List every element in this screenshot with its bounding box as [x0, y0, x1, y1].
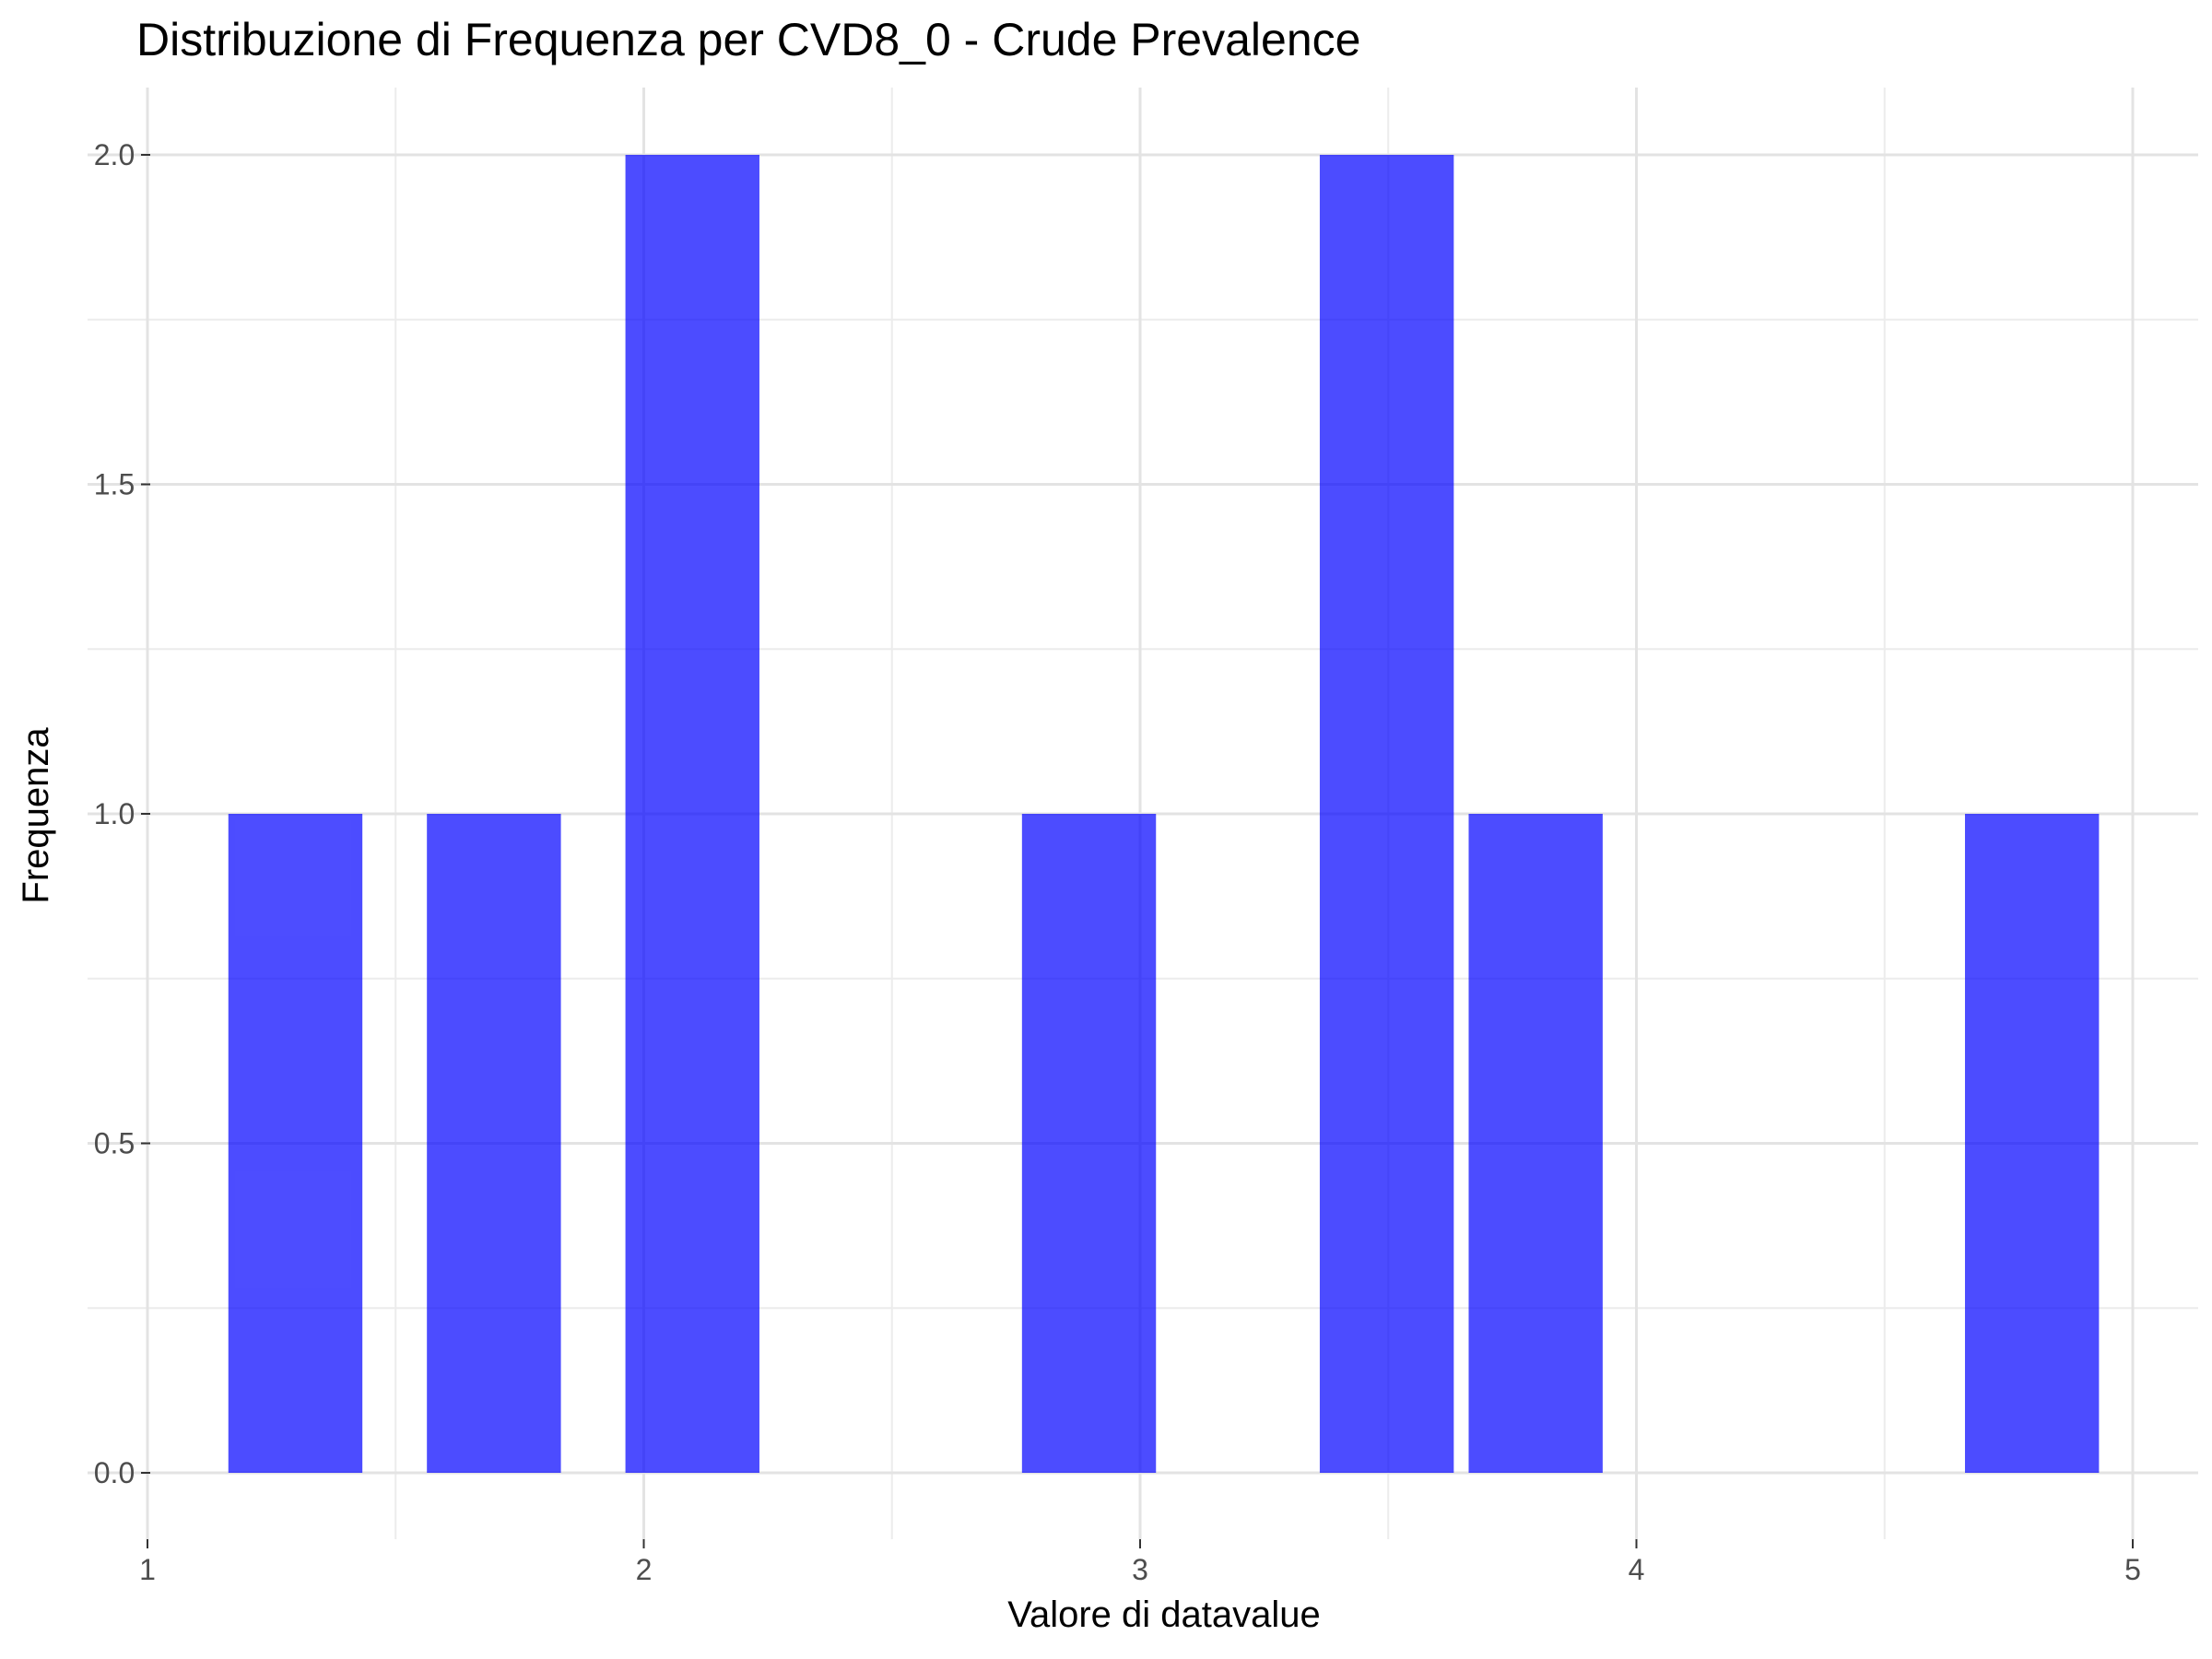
y-axis-title: Frequenza	[16, 727, 56, 904]
histogram-bar	[1468, 814, 1603, 1473]
histogram-bar	[625, 155, 759, 1473]
y-tick-label: 1.5	[94, 468, 135, 501]
histogram-bars	[228, 155, 2100, 1473]
x-tick-label: 1	[139, 1553, 156, 1586]
y-tick-label: 0.5	[94, 1127, 135, 1160]
y-tick-label: 1.0	[94, 797, 135, 830]
x-tick-label: 2	[636, 1553, 653, 1586]
histogram-bar	[228, 814, 363, 1473]
histogram-bar	[1964, 814, 2100, 1473]
x-tick-label: 5	[2124, 1553, 2141, 1586]
axis-ticks: 1 2 3 4 5 0.0 0.5 1.0 1.5 2.0	[94, 138, 2141, 1586]
y-tick-label: 0.0	[94, 1456, 135, 1489]
x-tick-label: 3	[1132, 1553, 1148, 1586]
histogram-bar	[1319, 155, 1454, 1473]
x-axis-title: Valore di datavalue	[1007, 1594, 1321, 1635]
y-tick-label: 2.0	[94, 138, 135, 171]
histogram-bar	[427, 814, 561, 1473]
x-tick-label: 4	[1629, 1553, 1645, 1586]
histogram-bar	[1021, 814, 1157, 1473]
chart-title: Distribuzione di Frequenza per CVD8_0 - …	[136, 14, 1360, 65]
